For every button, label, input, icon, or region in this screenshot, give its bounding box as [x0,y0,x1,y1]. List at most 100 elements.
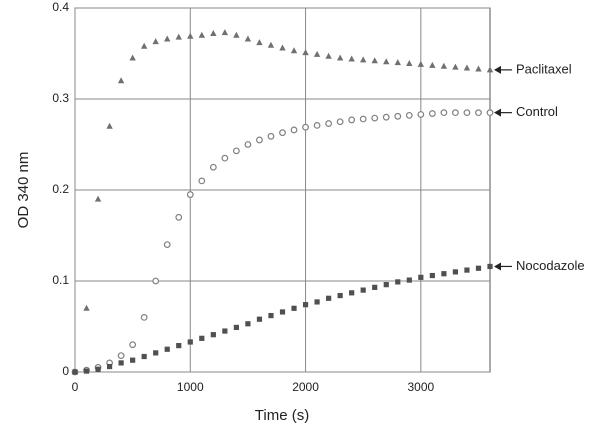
point [395,279,401,285]
point [359,56,367,63]
point [348,116,356,124]
point [198,177,206,185]
x-tick-label: 1000 [177,380,204,394]
point [279,309,286,315]
point [326,295,332,301]
point [475,109,482,117]
point [406,60,413,67]
point [302,123,309,131]
y-tick-label: 0.1 [52,273,69,287]
y-axis-title: OD 340 nm [15,152,32,229]
point [199,335,205,341]
point [221,154,229,162]
point [302,302,309,308]
point [164,35,171,42]
point [268,312,274,319]
point [291,305,297,311]
point [440,109,448,117]
point [486,109,494,117]
point [394,112,402,120]
point [106,363,113,370]
point [313,121,321,129]
label-arrowhead [494,262,501,271]
point [360,287,366,293]
point [244,141,252,148]
point [130,357,136,363]
point [279,44,286,51]
point [232,147,240,155]
point [428,110,436,117]
point [348,55,355,62]
point [187,32,194,39]
point [94,195,102,202]
point [429,61,436,68]
point [152,38,159,45]
y-tick-label: 0.2 [52,182,69,196]
x-tick-label: 0 [72,380,79,394]
series-label: Paclitaxel [516,61,572,76]
point [129,54,136,61]
label-arrowhead [494,65,501,74]
point [256,136,263,144]
point [290,126,298,134]
point [186,191,194,198]
point [417,111,425,118]
point [418,274,424,280]
point [117,352,125,360]
point [486,66,494,73]
point [325,120,333,127]
point [279,129,286,137]
point [383,58,390,65]
point [72,369,78,375]
point [475,65,482,72]
point [267,41,275,48]
point [429,272,435,279]
y-tick-label: 0.3 [52,91,69,105]
point [244,35,252,42]
point [267,132,275,140]
point [245,321,251,327]
point [83,304,90,311]
point [221,29,229,36]
point [475,265,482,271]
point [152,277,160,285]
point [198,31,206,38]
point [349,290,355,296]
y-tick-label: 0 [62,364,69,378]
point [175,33,182,40]
point [463,64,471,71]
point [256,39,263,46]
point [176,343,182,349]
point [118,360,124,366]
point [153,350,159,356]
point [302,49,309,56]
point [372,284,378,290]
point [382,113,390,121]
series-label: Nocodazole [516,258,585,273]
point [175,213,183,221]
point [129,341,137,349]
point [452,269,459,275]
point [233,31,240,38]
series-label: Control [516,104,558,119]
point [405,111,413,119]
point [337,292,343,299]
point [95,366,101,372]
point [336,118,344,126]
point [452,109,459,117]
point [417,60,425,67]
point [325,52,332,59]
point [487,263,493,270]
point [464,267,470,273]
point [406,277,412,283]
point [140,314,148,321]
x-tick-label: 2000 [292,380,319,394]
point [314,299,320,305]
point [371,57,378,64]
point [140,42,148,49]
point [210,29,217,36]
point [290,47,298,54]
point [187,339,193,345]
point [141,353,147,360]
